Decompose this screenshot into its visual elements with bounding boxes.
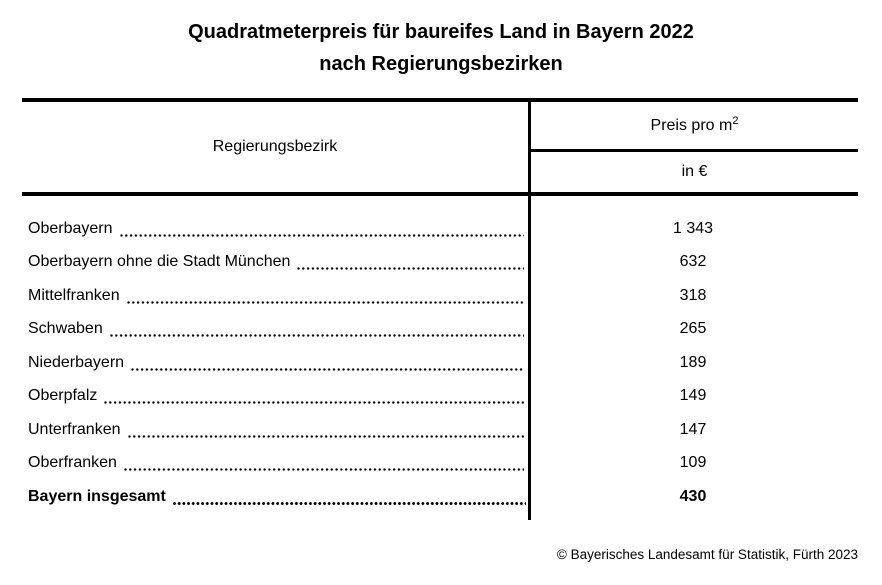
column-divider — [528, 196, 531, 520]
table-row: Schwaben 265 — [22, 313, 858, 347]
dot-leader — [109, 334, 524, 337]
table-row: Oberbayern 1 343 — [22, 212, 858, 246]
page: Quadratmeterpreis für baureifes Land in … — [0, 16, 882, 585]
column-subheader-unit: in € — [681, 163, 708, 180]
row-left-cell: Unterfranken — [22, 413, 528, 447]
dot-leader — [126, 300, 524, 304]
table-row: Bayern insgesamt 430 — [22, 480, 858, 514]
table-row: Oberfranken 109 — [22, 447, 858, 481]
row-left-cell: Bayern insgesamt — [22, 480, 528, 514]
row-left-cell: Oberpfalz — [22, 380, 528, 414]
row-value: 189 — [679, 353, 707, 371]
source-credit: © Bayerisches Landesamt für Statistik, F… — [556, 546, 858, 562]
row-value: 318 — [679, 286, 707, 304]
row-value: 430 — [679, 487, 707, 505]
table-body: Oberbayern 1 343 Oberbayern ohne die Sta… — [22, 196, 858, 520]
row-left-cell: Mittelfranken — [22, 279, 528, 313]
dot-leader — [119, 233, 524, 237]
dot-leader — [123, 468, 524, 471]
table-row: Oberbayern ohne die Stadt München 632 — [22, 246, 858, 280]
table-row: Unterfranken 147 — [22, 413, 858, 447]
dot-leader — [131, 367, 524, 371]
row-value: 147 — [679, 420, 707, 438]
row-value: 632 — [679, 253, 707, 271]
row-left-cell: Niederbayern — [22, 346, 528, 380]
dot-leader — [104, 401, 524, 404]
dot-leader — [297, 267, 524, 270]
row-label: Bayern insgesamt — [28, 487, 166, 505]
row-label: Niederbayern — [28, 353, 125, 371]
row-left-cell: Oberfranken — [22, 447, 528, 481]
page-title-line1: Quadratmeterpreis für baureifes Land in … — [188, 21, 694, 43]
row-value: 265 — [679, 320, 707, 338]
table-row: Mittelfranken 318 — [22, 279, 858, 313]
row-label: Mittelfranken — [28, 286, 120, 304]
column-header-regierungsbezirk: Regierungsbezirk — [212, 138, 338, 155]
row-value: 149 — [679, 387, 707, 405]
row-left-cell: Oberbayern — [22, 212, 528, 246]
page-title: Quadratmeterpreis für baureifes Land in … — [0, 16, 882, 80]
table-row: Oberpfalz 149 — [22, 380, 858, 414]
row-left-cell: Schwaben — [22, 313, 528, 347]
column-header-preis-text: Preis pro m — [650, 116, 733, 134]
row-value: 109 — [679, 454, 707, 472]
row-left-cell: Oberbayern ohne die Stadt München — [22, 246, 528, 280]
row-label: Unterfranken — [28, 420, 121, 438]
row-label: Oberbayern — [28, 219, 113, 237]
row-value: 1 343 — [672, 219, 714, 237]
row-label: Oberpfalz — [28, 387, 98, 405]
table-row: Niederbayern 189 — [22, 346, 858, 380]
dot-leader — [127, 434, 524, 438]
row-label: Schwaben — [28, 320, 103, 338]
row-label: Oberfranken — [28, 454, 117, 472]
row-label: Oberbayern ohne die Stadt München — [28, 253, 291, 271]
dot-leader — [172, 501, 526, 505]
page-title-line2: nach Regierungsbezirken — [319, 53, 563, 75]
